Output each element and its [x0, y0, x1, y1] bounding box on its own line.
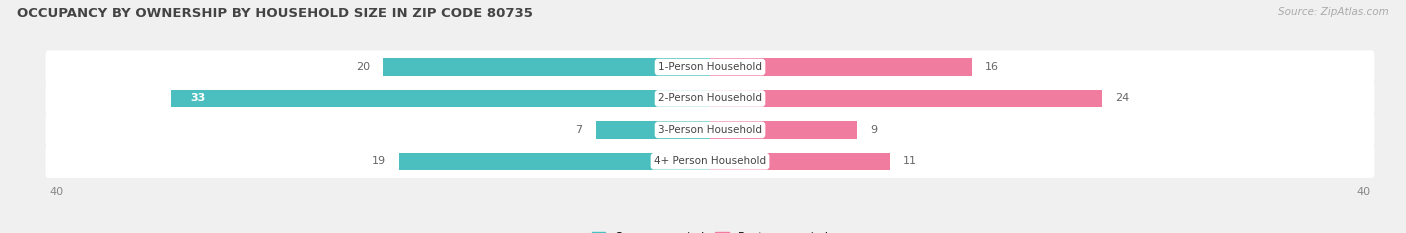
Bar [710, 58, 972, 76]
FancyBboxPatch shape [45, 82, 1375, 115]
Text: 4+ Person Household: 4+ Person Household [654, 156, 766, 166]
Text: 11: 11 [903, 156, 917, 166]
Bar [710, 153, 890, 170]
Bar [710, 121, 858, 139]
Bar [170, 90, 710, 107]
FancyBboxPatch shape [45, 145, 1375, 178]
Text: 20: 20 [356, 62, 370, 72]
Text: 3-Person Household: 3-Person Household [658, 125, 762, 135]
Text: 9: 9 [870, 125, 877, 135]
Text: 1-Person Household: 1-Person Household [658, 62, 762, 72]
Text: 19: 19 [373, 156, 387, 166]
Bar [710, 90, 1102, 107]
FancyBboxPatch shape [45, 50, 1375, 84]
Text: 33: 33 [190, 93, 205, 103]
Text: Source: ZipAtlas.com: Source: ZipAtlas.com [1278, 7, 1389, 17]
FancyBboxPatch shape [45, 113, 1375, 147]
Text: 16: 16 [984, 62, 998, 72]
Text: 2-Person Household: 2-Person Household [658, 93, 762, 103]
Text: 24: 24 [1115, 93, 1129, 103]
Bar [596, 121, 710, 139]
Text: OCCUPANCY BY OWNERSHIP BY HOUSEHOLD SIZE IN ZIP CODE 80735: OCCUPANCY BY OWNERSHIP BY HOUSEHOLD SIZE… [17, 7, 533, 20]
Legend: Owner-occupied, Renter-occupied: Owner-occupied, Renter-occupied [588, 227, 832, 233]
Bar [382, 58, 710, 76]
Text: 7: 7 [575, 125, 582, 135]
Bar [399, 153, 710, 170]
